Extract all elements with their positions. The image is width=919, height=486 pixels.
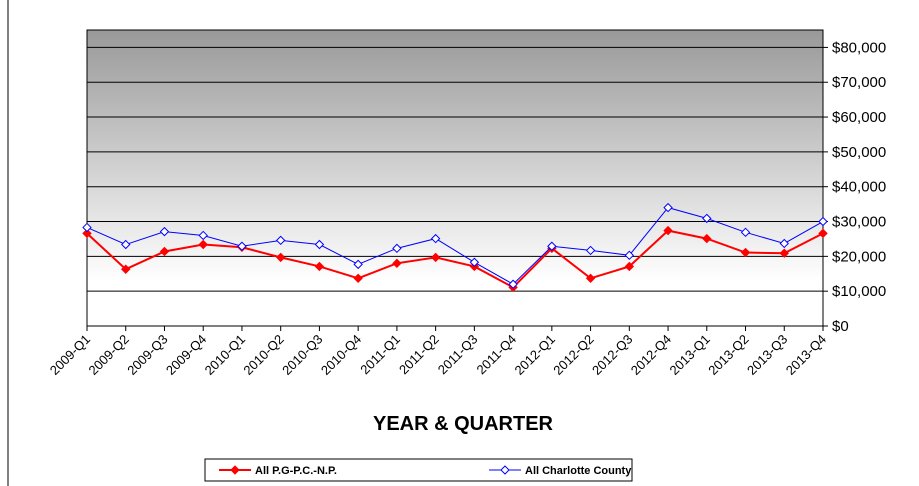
marker [392,258,402,269]
marker [585,245,596,256]
legend-label: All Charlotte County [525,465,632,477]
marker [275,252,286,263]
y-tick-label: $50,000 [832,144,886,161]
x-axis-title: YEAR & QUARTER [373,413,554,435]
y-tick-label: $30,000 [832,214,886,231]
marker [198,230,208,241]
marker [430,233,441,244]
marker [624,250,635,261]
marker [82,228,92,239]
x-tick-label: 2011-Q2 [396,332,442,378]
x-tick-label: 2010-Q1 [202,332,248,378]
marker [779,238,789,249]
y-tick-label: $70,000 [832,74,886,91]
legend-marker [230,465,240,475]
marker [624,261,635,272]
marker [818,228,828,239]
marker [159,226,170,237]
x-tick-label: 2011-Q1 [357,332,403,378]
legend-marker [500,465,510,475]
x-tick-label: 2011-Q3 [435,332,481,378]
x-tick-label: 2012-Q1 [512,332,558,378]
marker [585,273,596,283]
x-tick-label: 2009-Q1 [47,332,93,378]
series-line [86,207,824,285]
marker [121,264,131,274]
legend-label: All P.G-P.C.-N.P. [255,465,337,477]
x-tick-label: 2009-Q4 [163,332,209,378]
x-tick-label: 2012-Q4 [628,332,674,378]
marker [663,202,673,213]
marker [818,216,828,227]
plot-area [86,29,824,327]
y-tick-label: $10,000 [832,283,886,300]
marker [275,235,286,246]
marker [392,243,402,254]
marker [469,257,480,267]
x-tick-label: 2009-Q3 [124,332,170,378]
marker [547,241,557,251]
x-tick-label: 2009-Q2 [85,332,131,378]
marker [237,241,247,251]
marker [159,246,170,257]
y-tick-label: $60,000 [832,109,886,126]
x-tick-label: 2012-Q2 [550,332,596,378]
y-tick-label: $80,000 [832,39,886,56]
x-tick-label: 2013-Q2 [705,332,751,378]
marker [353,259,363,270]
marker [702,233,712,244]
marker [121,239,131,250]
y-tick-label: $40,000 [832,179,886,196]
marker [740,247,751,258]
x-tick-label: 2012-Q3 [589,332,635,378]
series-line [86,229,824,289]
marker [779,248,789,258]
x-tick-label: 2010-Q3 [279,332,325,378]
marker [353,273,363,283]
marker [740,227,751,238]
marker [663,225,673,236]
x-tick-label: 2013-Q1 [667,332,713,378]
x-tick-label: 2010-Q4 [318,332,364,378]
marker [82,222,92,233]
x-tick-label: 2011-Q4 [474,332,520,378]
marker [314,239,325,250]
marker [508,279,518,289]
marker [198,239,208,250]
y-tick-label: $0 [832,318,849,335]
marker [314,261,325,272]
x-tick-label: 2013-Q3 [744,332,790,378]
marker [702,213,712,224]
legend [204,458,633,482]
x-tick-label: 2013-Q4 [783,332,829,378]
x-tick-label: 2010-Q2 [240,332,286,378]
y-tick-label: $20,000 [832,248,886,265]
marker [430,252,441,263]
